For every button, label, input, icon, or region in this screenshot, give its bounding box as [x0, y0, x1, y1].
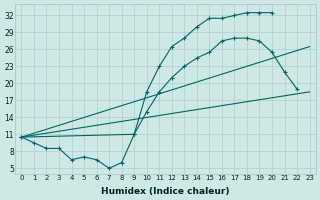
X-axis label: Humidex (Indice chaleur): Humidex (Indice chaleur) — [101, 187, 230, 196]
